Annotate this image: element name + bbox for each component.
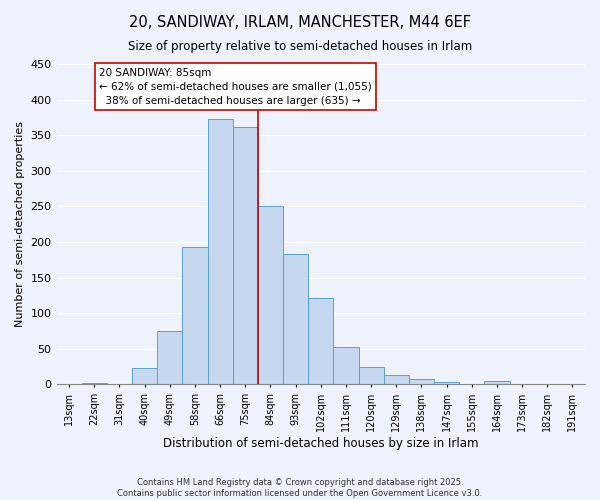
Bar	[157, 331, 182, 384]
Bar	[484, 381, 509, 384]
Text: Contains HM Land Registry data © Crown copyright and database right 2025.
Contai: Contains HM Land Registry data © Crown c…	[118, 478, 482, 498]
Text: Size of property relative to semi-detached houses in Irlam: Size of property relative to semi-detach…	[128, 40, 472, 53]
Bar	[182, 247, 208, 384]
Bar	[82, 383, 107, 384]
Bar	[308, 298, 334, 384]
Bar	[283, 254, 308, 384]
Bar	[409, 378, 434, 384]
Bar	[132, 368, 157, 384]
Text: 20, SANDIWAY, IRLAM, MANCHESTER, M44 6EF: 20, SANDIWAY, IRLAM, MANCHESTER, M44 6EF	[129, 15, 471, 30]
X-axis label: Distribution of semi-detached houses by size in Irlam: Distribution of semi-detached houses by …	[163, 437, 479, 450]
Bar	[258, 206, 283, 384]
Y-axis label: Number of semi-detached properties: Number of semi-detached properties	[15, 121, 25, 327]
Bar	[383, 375, 409, 384]
Text: 20 SANDIWAY: 85sqm
← 62% of semi-detached houses are smaller (1,055)
  38% of se: 20 SANDIWAY: 85sqm ← 62% of semi-detache…	[100, 68, 372, 106]
Bar	[334, 346, 359, 385]
Bar	[208, 119, 233, 384]
Bar	[359, 366, 383, 384]
Bar	[233, 126, 258, 384]
Bar	[434, 382, 459, 384]
